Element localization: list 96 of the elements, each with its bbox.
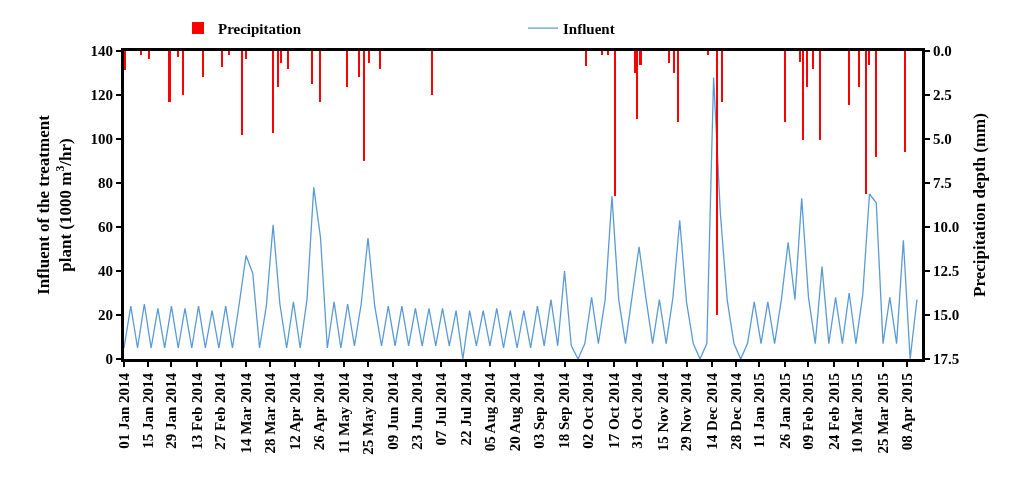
x-tick-label: 15 Jan 2014 — [139, 372, 156, 449]
x-tick-label: 11 Jan 2015 — [751, 373, 768, 449]
x-tick-label: 22 Jul 2014 — [458, 372, 475, 446]
bar — [677, 51, 679, 122]
x-tick-label: 08 Apr 2015 — [898, 373, 915, 451]
bar — [277, 51, 279, 87]
bar — [379, 51, 381, 69]
bar — [806, 51, 808, 87]
x-tick-label: 31 Oct 2014 — [629, 372, 646, 449]
bar — [287, 51, 289, 69]
y-tick-label: 120 — [90, 87, 113, 104]
x-tick-label: 09 Feb 2015 — [800, 373, 817, 450]
x-tick-label: 07 Jul 2014 — [432, 372, 449, 446]
bar — [272, 51, 274, 133]
x-tick-label: 24 Feb 2015 — [825, 373, 842, 450]
x-tick-label: 29 Jan 2014 — [163, 372, 180, 449]
bar — [148, 51, 150, 59]
bar — [601, 51, 603, 55]
bar — [802, 51, 804, 140]
bar — [784, 51, 786, 122]
x-tick-label: 25 Mar 2015 — [874, 373, 891, 454]
bar — [140, 51, 142, 55]
y2-tick-label: 0.0 — [933, 43, 952, 60]
bar — [614, 51, 616, 196]
line-series — [124, 76, 918, 359]
bar — [319, 51, 321, 102]
bar — [707, 51, 709, 55]
x-tick-label: 26 Jan 2015 — [776, 373, 793, 449]
bar — [875, 51, 877, 157]
bar — [221, 51, 223, 67]
bar — [202, 51, 204, 77]
y-tick-label: 80 — [98, 175, 113, 192]
bar — [245, 51, 247, 59]
x-tick-label: 18 Sep 2014 — [556, 372, 573, 449]
bar — [668, 51, 670, 63]
x-tick-label: 10 Mar 2015 — [849, 373, 866, 454]
y-tick-label: 140 — [90, 43, 113, 60]
x-tick-label: 26 Apr 2014 — [310, 372, 327, 451]
y2-tick-label: 12.5 — [933, 263, 960, 280]
x-tick-label: 01 Jan 2014 — [115, 372, 132, 449]
x-tick-label: 13 Feb 2014 — [188, 372, 205, 450]
y-tick-label: 0 — [105, 351, 113, 368]
y2-tick-label: 5.0 — [933, 131, 952, 148]
y2-tick-label: 15.0 — [933, 307, 960, 324]
y2-axis-title: Precipitation depth (mm) — [969, 113, 989, 297]
bar — [865, 51, 867, 194]
x-tick-label: 05 Aug 2014 — [481, 372, 498, 452]
bar — [636, 51, 638, 119]
bar — [858, 51, 860, 87]
bar — [607, 51, 609, 55]
bar — [168, 51, 171, 102]
legend-label: Influent — [563, 20, 615, 37]
x-tick-label: 27 Feb 2014 — [212, 372, 229, 450]
legend-label: Precipitation — [218, 20, 302, 37]
x-tick-label: 14 Dec 2014 — [703, 372, 720, 450]
bar — [124, 51, 126, 70]
x-tick-label: 02 Oct 2014 — [580, 372, 597, 449]
x-tick-label: 11 May 2014 — [336, 372, 353, 454]
x-tick-label: 29 Nov 2014 — [678, 372, 695, 452]
bar — [368, 51, 370, 63]
bar — [241, 51, 243, 135]
bar — [177, 51, 179, 57]
bar — [311, 51, 313, 84]
y-tick-label: 40 — [98, 263, 113, 280]
x-tick-label: 15 Nov 2014 — [654, 372, 671, 452]
y2-tick-label: 17.5 — [933, 351, 960, 368]
x-tick-label: 03 Sep 2014 — [530, 372, 547, 449]
x-tick-label: 17 Oct 2014 — [605, 372, 622, 449]
bar — [182, 51, 184, 95]
x-tick-label: 28 Mar 2014 — [261, 372, 278, 454]
y-tick-label: 60 — [98, 219, 113, 236]
bar — [721, 51, 723, 102]
y2-tick-label: 2.5 — [933, 87, 952, 104]
bar — [228, 51, 230, 55]
x-tick-label: 20 Aug 2014 — [507, 372, 524, 452]
y-tick-label: 20 — [98, 307, 113, 324]
bar — [346, 51, 348, 87]
bar — [812, 51, 814, 69]
bar — [673, 51, 675, 73]
x-tick-label: 12 Apr 2014 — [286, 372, 303, 451]
bar — [585, 51, 587, 66]
bar — [819, 51, 821, 140]
x-tick-label: 28 Dec 2014 — [727, 372, 744, 450]
y-tick-label: 100 — [90, 131, 113, 148]
bar — [431, 51, 433, 95]
x-tick-label: 09 Jun 2014 — [385, 372, 402, 450]
bar — [363, 51, 365, 161]
y2-tick-label: 10.0 — [933, 219, 960, 236]
bar — [848, 51, 850, 105]
bar — [904, 51, 906, 152]
x-tick-label: 14 Mar 2014 — [237, 372, 254, 454]
bar — [716, 51, 718, 315]
y2-tick-label: 7.5 — [933, 175, 952, 192]
x-tick-label: 23 Jun 2014 — [408, 372, 425, 450]
bar — [358, 51, 360, 77]
x-tick-label: 25 May 2014 — [359, 372, 376, 455]
